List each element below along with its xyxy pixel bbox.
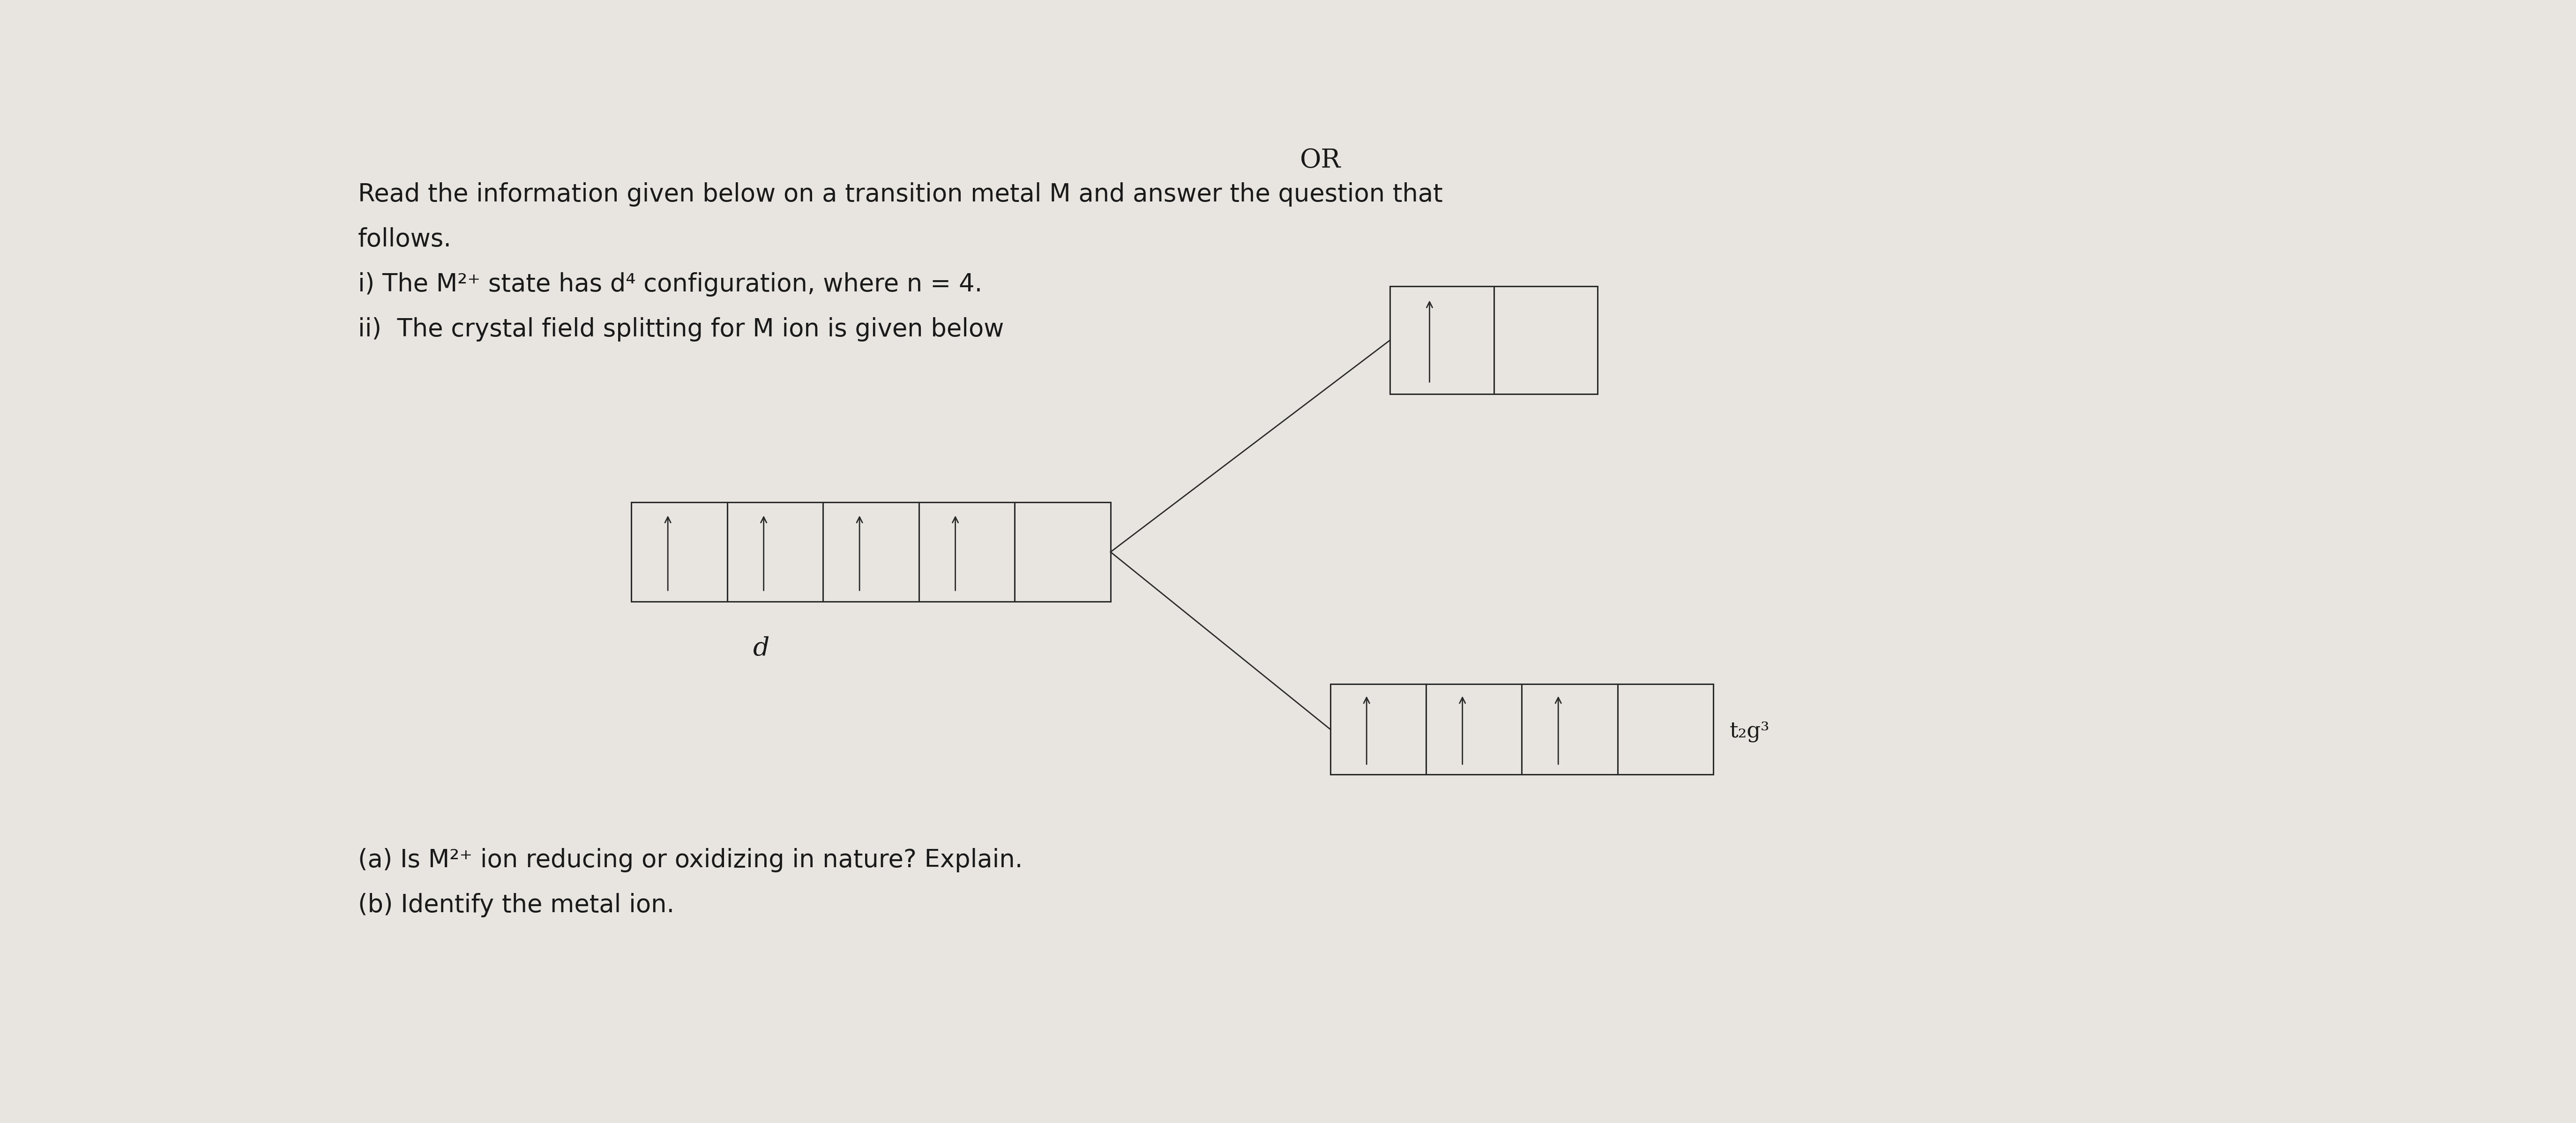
Bar xyxy=(1522,684,1618,775)
Text: (b) Identify the metal ion.: (b) Identify the metal ion. xyxy=(358,893,675,917)
Bar xyxy=(1618,684,1713,775)
Text: ii)  The crystal field splitting for M ion is given below: ii) The crystal field splitting for M io… xyxy=(358,317,1005,341)
Bar xyxy=(631,502,726,602)
Bar xyxy=(1391,286,1494,394)
Text: (a) Is M²⁺ ion reducing or oxidizing in nature? Explain.: (a) Is M²⁺ ion reducing or oxidizing in … xyxy=(358,848,1023,873)
Text: follows.: follows. xyxy=(358,227,451,252)
Text: Read the information given below on a transition metal M and answer the question: Read the information given below on a tr… xyxy=(358,182,1443,207)
Bar xyxy=(1494,286,1597,394)
Bar xyxy=(1427,684,1522,775)
Bar xyxy=(920,502,1015,602)
Bar xyxy=(824,502,920,602)
Bar xyxy=(1329,684,1427,775)
Text: d: d xyxy=(752,637,770,661)
Bar xyxy=(726,502,824,602)
Text: t₂g³: t₂g³ xyxy=(1728,721,1770,742)
Text: OR: OR xyxy=(1301,148,1340,173)
Text: i) The M²⁺ state has d⁴ configuration, where n = 4.: i) The M²⁺ state has d⁴ configuration, w… xyxy=(358,272,981,296)
Bar xyxy=(1015,502,1110,602)
